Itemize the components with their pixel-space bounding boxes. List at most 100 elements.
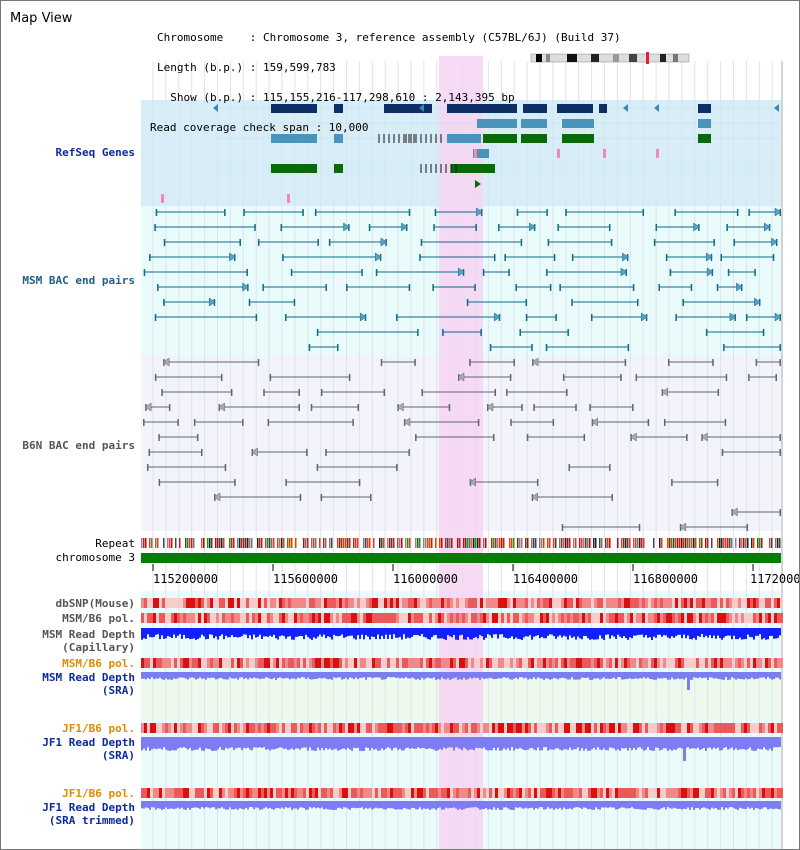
jf1-b6-pol-trimmed xyxy=(708,788,711,798)
bac-end xyxy=(671,479,673,486)
repeat-element xyxy=(271,538,273,548)
msm-read-depth-sra xyxy=(233,672,235,679)
repeat-element xyxy=(291,538,293,548)
msm-read-depth-capillary xyxy=(303,628,305,640)
jf1-read-depth-sra xyxy=(751,737,753,751)
msm-read-depth-capillary xyxy=(349,628,351,636)
msm-read-depth-capillary xyxy=(323,628,325,635)
msm-read-depth-sra xyxy=(305,672,307,680)
dbsnp-density xyxy=(303,598,306,608)
bac-end xyxy=(155,209,158,216)
jf1-read-depth-trimmed xyxy=(233,801,235,810)
msm-read-depth-sra xyxy=(171,672,173,680)
msm-read-depth-sra xyxy=(485,672,487,679)
msm-read-depth-sra xyxy=(757,672,759,679)
track-label-refseq-genes[interactable]: RefSeq Genes xyxy=(55,146,135,159)
msm-b6-pol-sra xyxy=(633,658,636,668)
jf1-read-depth-sra xyxy=(519,737,521,748)
jf1-read-depth-trimmed xyxy=(237,801,239,810)
dbsnp-density xyxy=(408,598,411,608)
jf1-read-depth-sra-spike xyxy=(683,737,686,761)
track-label-msm-b6-pol-capillary[interactable]: MSM/B6 pol. xyxy=(62,612,135,625)
jf1-read-depth-trimmed xyxy=(185,801,187,810)
jf1-b6-pol-sra xyxy=(420,723,423,733)
jf1-read-depth-sra xyxy=(325,737,327,749)
msm-read-depth-sra xyxy=(223,672,225,680)
msm-b6-pol-sra xyxy=(393,658,396,668)
msm-read-depth-capillary xyxy=(257,628,259,637)
msm-b6-pol-capillary xyxy=(390,613,393,623)
jf1-b6-pol-trimmed xyxy=(348,788,351,798)
msm-read-depth-sra xyxy=(527,672,529,680)
repeat-element xyxy=(601,538,603,548)
track-label-msm-read-depth-capillary[interactable]: MSM Read Depth xyxy=(42,628,135,641)
msm-b6-pol-capillary xyxy=(237,613,240,623)
msm-b6-pol-sra xyxy=(660,658,663,668)
dbsnp-density xyxy=(405,598,408,608)
jf1-b6-pol-trimmed xyxy=(471,788,474,798)
gene-strand-arrow xyxy=(654,104,659,112)
jf1-read-depth-sra xyxy=(559,737,561,750)
track-label-msm-b6-pol-sra[interactable]: MSM/B6 pol. xyxy=(62,657,135,670)
msm-read-depth-sra xyxy=(697,672,699,679)
bac-end xyxy=(255,314,258,321)
jf1-read-depth-sra xyxy=(549,737,551,750)
msm-read-depth-capillary xyxy=(701,628,703,635)
jf1-read-depth-trimmed xyxy=(481,801,483,810)
jf1-read-depth-trimmed xyxy=(717,801,719,810)
msm-read-depth-capillary xyxy=(501,628,503,635)
msm-b6-pol-sra xyxy=(450,658,453,668)
msm-read-depth-capillary xyxy=(421,628,423,635)
msm-b6-pol-sra xyxy=(708,658,711,668)
track-label-msm-bac[interactable]: MSM BAC end pairs xyxy=(22,274,135,287)
msm-read-depth-sra xyxy=(175,672,177,680)
refseq-gene xyxy=(562,134,594,143)
jf1-read-depth-trimmed xyxy=(543,801,545,810)
msm-b6-pol-capillary xyxy=(585,613,588,623)
repeat-element xyxy=(695,538,697,548)
track-label-jf1-b6-pol-trimmed[interactable]: JF1/B6 pol. xyxy=(62,787,135,800)
jf1-read-depth-sra xyxy=(727,737,729,750)
msm-read-depth-sra xyxy=(177,672,179,679)
dbsnp-density xyxy=(237,598,240,608)
repeat-element xyxy=(401,538,403,548)
jf1-read-depth-trimmed xyxy=(375,801,377,808)
bac-end xyxy=(552,419,555,426)
track-label-b6n-bac[interactable]: B6N BAC end pairs xyxy=(22,439,135,452)
msm-b6-pol-capillary xyxy=(774,613,777,623)
repeat-element xyxy=(295,538,297,548)
track-label-dbsnp[interactable]: dbSNP(Mouse) xyxy=(55,597,135,610)
bac-end xyxy=(369,494,372,501)
msm-read-depth-sra xyxy=(739,672,741,680)
msm-read-depth-sra xyxy=(283,672,285,679)
jf1-read-depth-trimmed xyxy=(561,801,563,810)
jf1-read-depth-trimmed xyxy=(197,801,199,808)
track-label-jf1-read-depth-trimmed[interactable]: JF1 Read Depth xyxy=(42,801,135,814)
track-label-jf1-b6-pol-sra[interactable]: JF1/B6 pol. xyxy=(62,722,135,735)
jf1-b6-pol-sra xyxy=(453,723,456,733)
msm-read-depth-sra xyxy=(359,672,361,678)
track-label-msm-read-depth-sra[interactable]: MSM Read Depth xyxy=(42,671,135,684)
msm-read-depth-sra xyxy=(371,672,373,679)
jf1-read-depth-sra xyxy=(227,737,229,749)
jf1-b6-pol-trimmed xyxy=(651,788,654,798)
msm-read-depth-sra xyxy=(645,672,647,679)
msm-b6-pol-sra xyxy=(468,658,471,668)
jf1-b6-pol-trimmed xyxy=(321,788,324,798)
msm-read-depth-capillary xyxy=(577,628,579,637)
msm-read-depth-sra xyxy=(777,672,779,678)
bac-end-arrow xyxy=(476,207,483,217)
jf1-b6-pol-sra xyxy=(147,723,150,733)
msm-read-depth-capillary xyxy=(333,628,335,635)
dbsnp-density xyxy=(714,598,717,608)
jf1-b6-pol-sra xyxy=(417,723,420,733)
msm-read-depth-sra xyxy=(753,672,755,680)
jf1-b6-pol-trimmed xyxy=(522,788,525,798)
track-label-jf1-read-depth-sra[interactable]: JF1 Read Depth xyxy=(42,736,135,749)
msm-read-depth-sra xyxy=(315,672,317,679)
msm-read-depth-sra xyxy=(325,672,327,679)
jf1-read-depth-sra xyxy=(379,737,381,751)
msm-b6-pol-capillary xyxy=(699,613,702,623)
jf1-read-depth-trimmed xyxy=(451,801,453,808)
